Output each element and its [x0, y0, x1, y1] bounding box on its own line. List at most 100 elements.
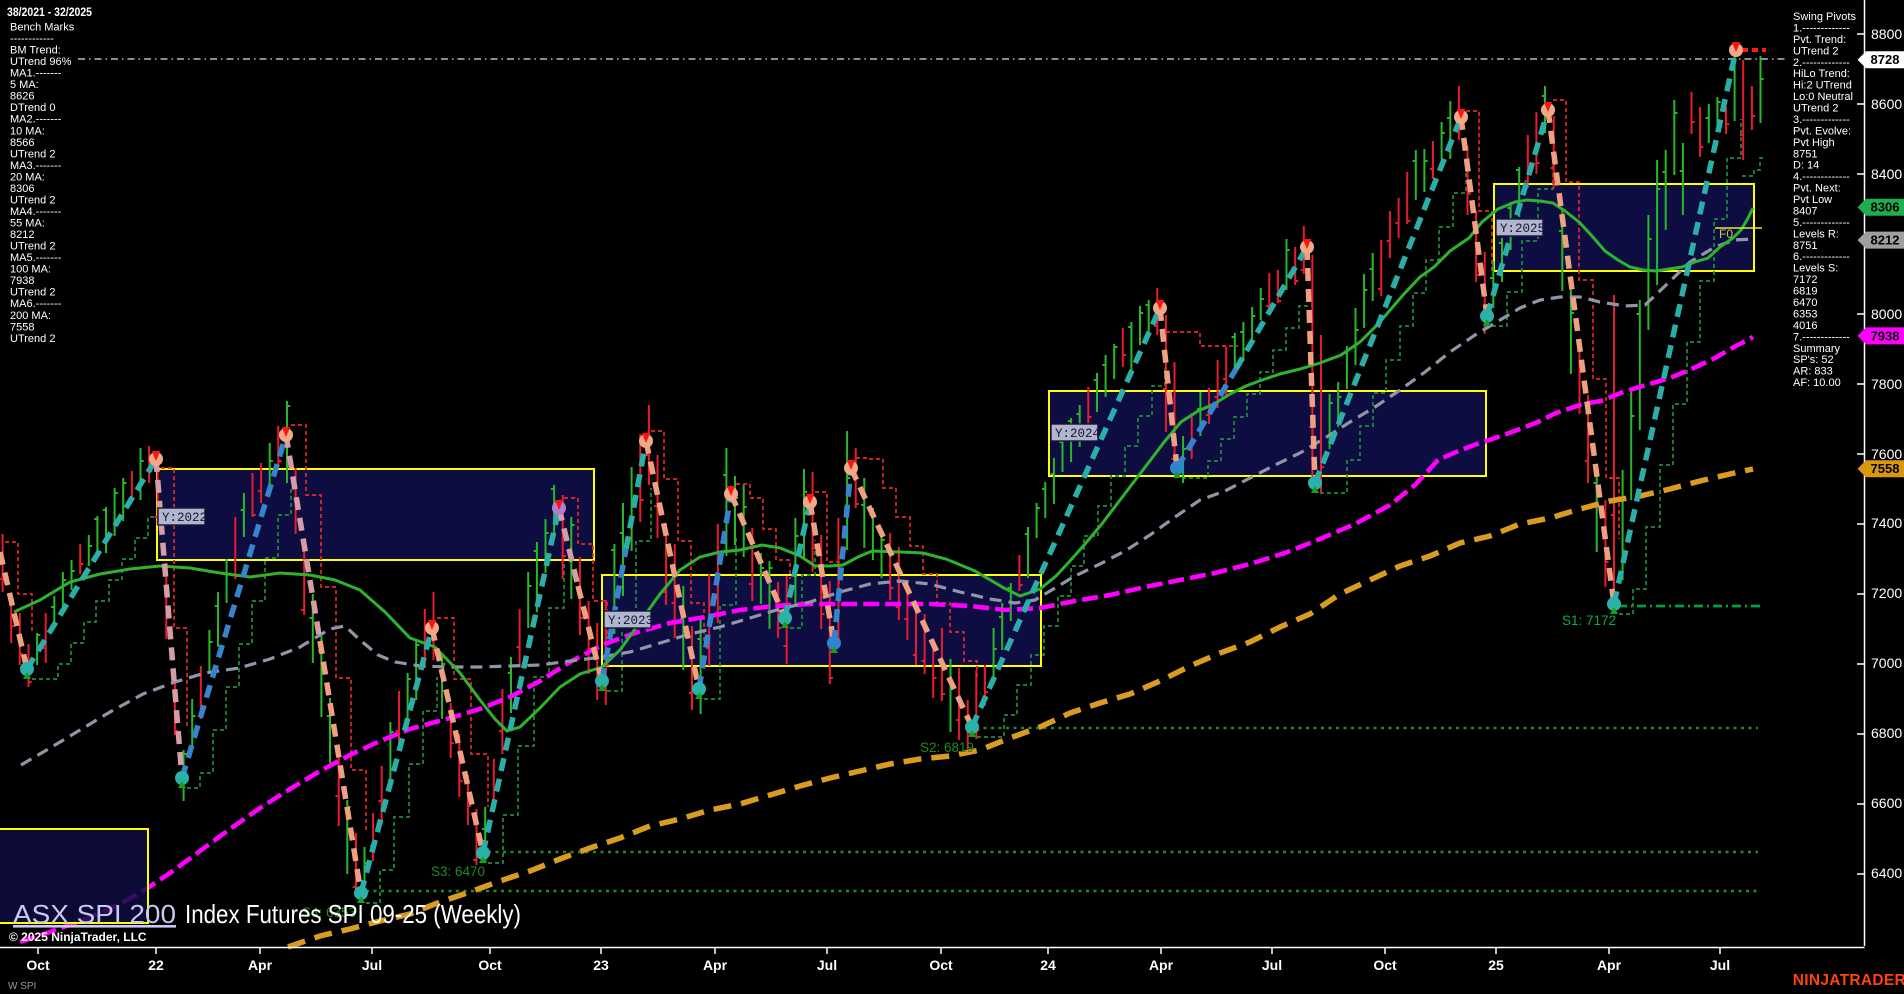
svg-text:MA1.-------: MA1.------- [10, 68, 62, 80]
svg-text:Apr: Apr [248, 957, 273, 973]
svg-text:Summary: Summary [1793, 343, 1841, 355]
svg-text:Y:2022: Y:2022 [162, 511, 207, 525]
svg-text:7938: 7938 [10, 275, 34, 287]
svg-text:8212: 8212 [10, 229, 34, 241]
svg-text:UTrend 2: UTrend 2 [1793, 45, 1838, 57]
svg-text:Levels S:: Levels S: [1793, 263, 1838, 275]
svg-text:HiLo Trend:: HiLo Trend: [1793, 68, 1850, 80]
svg-text:Lo:0 Neutral: Lo:0 Neutral [1793, 91, 1853, 103]
svg-text:MA4.-------: MA4.------- [10, 206, 62, 218]
svg-text:2.-------------: 2.------------- [1793, 57, 1850, 69]
svg-text:100 MA:: 100 MA: [10, 264, 51, 276]
svg-text:22: 22 [148, 957, 164, 973]
svg-text:Pvt Low: Pvt Low [1793, 194, 1832, 206]
svg-text:F0: F0 [1719, 227, 1733, 241]
svg-text:8626: 8626 [10, 91, 34, 103]
svg-text:6600: 6600 [1871, 795, 1902, 811]
svg-text:Y:2025: Y:2025 [1500, 222, 1545, 236]
svg-text:Jul: Jul [817, 957, 837, 973]
svg-text:Pvt. Next:: Pvt. Next: [1793, 183, 1841, 195]
svg-text:SP's: 52: SP's: 52 [1793, 354, 1834, 366]
svg-text:5 MA:: 5 MA: [10, 79, 39, 91]
svg-text:S4: 6353: S4: 6353 [302, 905, 356, 920]
svg-text:D: 14: D: 14 [1793, 160, 1819, 172]
svg-text:7000: 7000 [1871, 655, 1902, 671]
svg-text:UTrend 2: UTrend 2 [1793, 103, 1838, 115]
svg-text:7.-------------: 7.------------- [1793, 331, 1850, 343]
svg-text:8407: 8407 [1793, 206, 1817, 218]
svg-text:S1: 7172: S1: 7172 [1562, 613, 1616, 628]
svg-text:Pvt. Trend:: Pvt. Trend: [1793, 34, 1846, 46]
svg-text:UTrend 2: UTrend 2 [10, 333, 55, 345]
svg-text:UTrend 2: UTrend 2 [10, 148, 55, 160]
svg-text:AF: 10.00: AF: 10.00 [1793, 377, 1841, 389]
svg-text:6819: 6819 [1793, 286, 1817, 298]
svg-text:Jul: Jul [1710, 957, 1730, 973]
svg-text:1.-------------: 1.------------- [1793, 22, 1850, 34]
svg-text:MA6.-------: MA6.------- [10, 298, 62, 310]
svg-text:6800: 6800 [1871, 725, 1902, 741]
svg-text:8400: 8400 [1871, 166, 1902, 182]
svg-text:8212: 8212 [1871, 233, 1900, 248]
svg-text:Levels R:: Levels R: [1793, 228, 1839, 240]
svg-text:23: 23 [593, 957, 609, 973]
svg-text:Pvt High: Pvt High [1793, 137, 1835, 149]
svg-text:Hi:2 UTrend: Hi:2 UTrend [1793, 80, 1852, 92]
svg-text:8306: 8306 [1871, 200, 1900, 215]
svg-text:MA3.-------: MA3.------- [10, 160, 62, 172]
svg-text:7600: 7600 [1871, 446, 1902, 462]
svg-text:25: 25 [1488, 957, 1504, 973]
svg-text:Y:2024: Y:2024 [1055, 427, 1100, 441]
svg-text:7172: 7172 [1793, 274, 1817, 286]
svg-text:S3: 6470: S3: 6470 [431, 864, 485, 879]
svg-text:4.-------------: 4.------------- [1793, 171, 1850, 183]
svg-text:200 MA:: 200 MA: [10, 310, 51, 322]
svg-text:8751: 8751 [1793, 240, 1817, 252]
svg-text:Oct: Oct [929, 957, 953, 973]
svg-text:Apr: Apr [703, 957, 728, 973]
svg-text:MA5.-------: MA5.------- [10, 252, 62, 264]
svg-text:8600: 8600 [1871, 96, 1902, 112]
svg-text:AR: 833: AR: 833 [1793, 366, 1833, 378]
svg-text:3.-------------: 3.------------- [1793, 114, 1850, 126]
svg-text:8566: 8566 [10, 137, 34, 149]
svg-text:7400: 7400 [1871, 515, 1902, 531]
svg-text:38/2021 - 32/2025: 38/2021 - 32/2025 [7, 7, 93, 19]
svg-text:Oct: Oct [1373, 957, 1397, 973]
svg-text:7558: 7558 [1871, 461, 1900, 476]
svg-text:4016: 4016 [1793, 320, 1817, 332]
svg-text:Swing Pivots: Swing Pivots [1793, 11, 1856, 23]
svg-text:UTrend 96%: UTrend 96% [10, 56, 72, 68]
svg-text:8306: 8306 [10, 183, 34, 195]
svg-text:6470: 6470 [1793, 297, 1817, 309]
svg-text:5.-------------: 5.------------- [1793, 217, 1850, 229]
svg-text:Jul: Jul [362, 957, 382, 973]
svg-text:UTrend 2: UTrend 2 [10, 194, 55, 206]
svg-text:8000: 8000 [1871, 306, 1902, 322]
svg-text:20 MA:: 20 MA: [10, 171, 45, 183]
svg-text:Apr: Apr [1149, 957, 1174, 973]
svg-text:8800: 8800 [1871, 26, 1902, 42]
svg-text:© 2025 NinjaTrader, LLC: © 2025 NinjaTrader, LLC [9, 930, 147, 944]
svg-text:6.-------------: 6.------------- [1793, 251, 1850, 263]
svg-text:Apr: Apr [1597, 957, 1622, 973]
svg-text:Pvt. Evolve:: Pvt. Evolve: [1793, 125, 1851, 137]
svg-text:UTrend 2: UTrend 2 [10, 287, 55, 299]
svg-text:6353: 6353 [1793, 308, 1817, 320]
svg-text:55 MA:: 55 MA: [10, 218, 45, 230]
svg-text:S2: 6819: S2: 6819 [920, 740, 974, 755]
svg-text:7938: 7938 [1871, 328, 1900, 343]
svg-text:Oct: Oct [478, 957, 502, 973]
svg-text:DTrend 0: DTrend 0 [10, 102, 55, 114]
svg-text:Jul: Jul [1262, 957, 1282, 973]
svg-text:BM Trend:: BM Trend: [10, 45, 61, 57]
svg-text:MA2.-------: MA2.------- [10, 114, 62, 126]
svg-text:7800: 7800 [1871, 376, 1902, 392]
svg-text:Bench Marks: Bench Marks [10, 22, 75, 34]
svg-text:6400: 6400 [1871, 865, 1902, 881]
svg-text:7558: 7558 [10, 321, 34, 333]
svg-text:8751: 8751 [1793, 148, 1817, 160]
svg-text:7200: 7200 [1871, 585, 1902, 601]
svg-text:------------: ------------ [10, 33, 54, 45]
